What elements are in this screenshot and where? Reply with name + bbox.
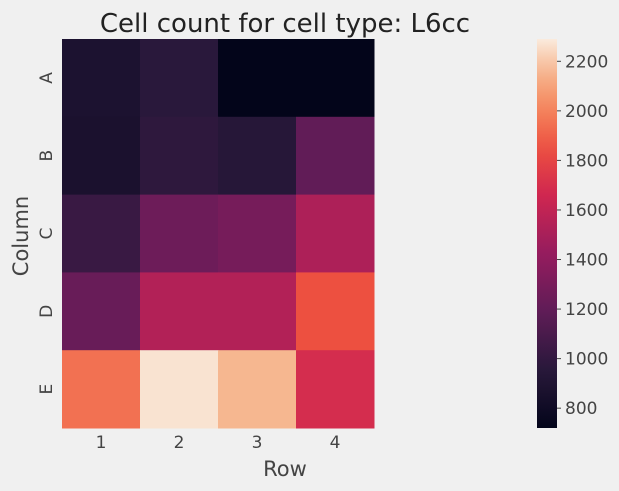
heatmap-cell xyxy=(140,116,219,196)
y-tick-label: A xyxy=(37,72,57,84)
heatmap-cell xyxy=(140,350,219,429)
heatmap-cell xyxy=(296,116,375,196)
colorbar-tick-label: 1000 xyxy=(565,350,608,370)
heatmap-cell xyxy=(218,39,297,118)
heatmap-cells xyxy=(62,39,375,429)
heatmap-cell xyxy=(62,350,141,429)
heatmap-cell xyxy=(296,272,375,351)
y-axis-label: Column xyxy=(9,196,33,276)
colorbar-tick-label: 1200 xyxy=(565,300,608,320)
colorbar-tick-label: 2200 xyxy=(565,52,608,72)
heatmap-cell xyxy=(218,116,297,196)
y-tick-label: E xyxy=(37,384,57,395)
heatmap-cell xyxy=(62,194,141,273)
colorbar-tick-label: 800 xyxy=(565,399,597,419)
heatmap-cell xyxy=(140,39,219,118)
x-tick-label: 4 xyxy=(330,433,341,453)
colorbar-tick-label: 2000 xyxy=(565,102,608,122)
y-tick-label: C xyxy=(37,228,57,240)
x-tick-labels: 1 2 3 4 xyxy=(96,433,341,453)
x-tick-label: 1 xyxy=(96,433,107,453)
heatmap-cell xyxy=(62,116,141,196)
heatmap-cell xyxy=(62,39,141,118)
y-tick-labels: A B C D E xyxy=(37,72,57,395)
colorbar-tick-label: 1600 xyxy=(565,201,608,221)
heatmap-cell xyxy=(140,272,219,351)
heatmap-cell xyxy=(140,194,219,273)
x-tick-label: 3 xyxy=(252,433,263,453)
heatmap-cell xyxy=(296,350,375,429)
x-tick-label: 2 xyxy=(174,433,185,453)
heatmap-cell xyxy=(296,194,375,273)
heatmap-cell xyxy=(218,272,297,351)
heatmap-cell xyxy=(218,350,297,429)
chart-title: Cell count for cell type: L6cc xyxy=(100,9,470,39)
heatmap-cell xyxy=(218,194,297,273)
colorbar-tick-label: 1400 xyxy=(565,251,608,271)
colorbar-tick-labels: 800 1000 1200 1400 1600 1800 2000 2200 xyxy=(557,52,608,419)
y-tick-label: B xyxy=(37,150,57,162)
heatmap-cell xyxy=(296,39,375,118)
x-axis-label: Row xyxy=(263,457,307,481)
heatmap-cell xyxy=(62,272,141,351)
y-tick-label: D xyxy=(37,305,57,318)
colorbar xyxy=(537,39,557,428)
colorbar-tick-label: 1800 xyxy=(565,151,608,171)
